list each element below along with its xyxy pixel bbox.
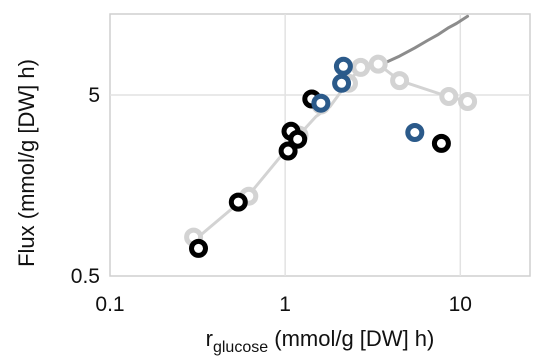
data-point-s1-1	[228, 192, 248, 212]
data-point-s0-6	[368, 54, 388, 74]
plot-frame	[109, 13, 531, 277]
y-axis-ticks: 0.55	[71, 84, 100, 288]
data-points	[184, 54, 478, 258]
x-axis-ticks: 0.1 1 10	[95, 293, 472, 316]
data-point-s1-4	[288, 129, 308, 149]
fit-line-1	[376, 14, 470, 66]
data-point-s2-2	[333, 56, 353, 76]
grid	[110, 14, 530, 276]
data-point-s1-2	[278, 141, 298, 161]
x-axis-label-main: r	[206, 326, 213, 351]
y-tick-label-1: 5	[88, 84, 100, 107]
data-point-s0-9	[458, 92, 478, 111]
y-axis-label: Flux (mmol/g [DW] h)	[14, 59, 39, 267]
data-point-s0-5	[351, 57, 371, 77]
x-tick-label-1: 1	[279, 293, 291, 316]
data-point-s1-6	[431, 133, 451, 153]
data-point-s1-0	[189, 238, 208, 258]
fit-line-0	[192, 62, 470, 243]
x-axis-label: rglucose (mmol/g [DW] h)	[206, 326, 435, 356]
y-tick-label-0: 0.5	[71, 265, 100, 288]
data-point-s0-7	[390, 71, 410, 91]
data-point-s2-3	[405, 123, 425, 142]
data-point-s2-0	[311, 93, 331, 113]
x-tick-label-2: 10	[449, 293, 472, 316]
x-axis-label-subscript: glucose	[213, 339, 268, 356]
data-point-s2-1	[332, 73, 352, 93]
x-axis-label-rest: (mmol/g [DW] h)	[268, 326, 434, 351]
data-point-s0-8	[439, 87, 459, 106]
x-tick-label-0: 0.1	[95, 293, 124, 316]
